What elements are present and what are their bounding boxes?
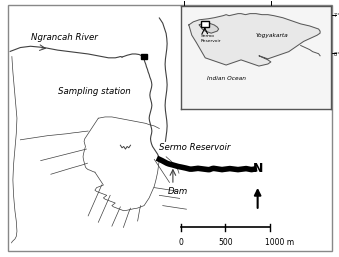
Text: 0: 0 xyxy=(179,238,184,247)
Text: Sampling station: Sampling station xyxy=(58,87,131,96)
Text: Dam: Dam xyxy=(168,187,188,196)
Text: 500: 500 xyxy=(218,238,233,247)
Text: Sermo Reservoir: Sermo Reservoir xyxy=(159,143,231,152)
Text: Ngrancah River: Ngrancah River xyxy=(31,33,97,42)
Bar xyxy=(141,54,147,59)
Text: N: N xyxy=(253,162,263,175)
Text: 1000 m: 1000 m xyxy=(265,238,294,247)
